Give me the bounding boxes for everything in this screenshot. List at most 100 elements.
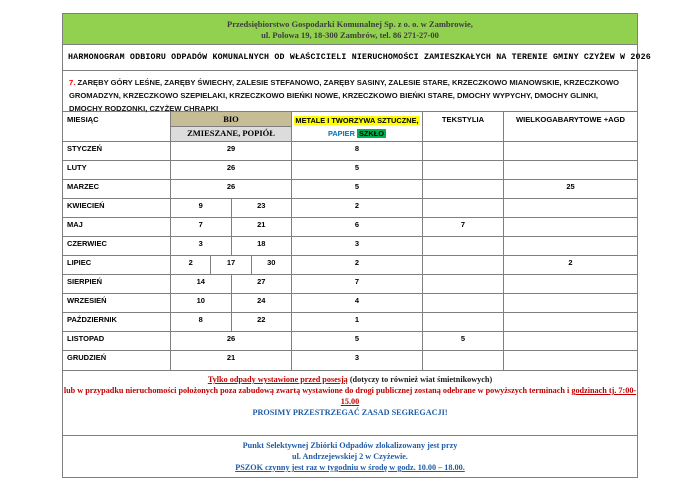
wielkogabarytowe-date-cell — [504, 332, 637, 350]
wielkogabarytowe-date-cell — [504, 237, 637, 255]
bio-date: 30 — [267, 258, 276, 267]
bio-date: 8 — [171, 313, 232, 331]
table-row: PAŹDZIERNIK 8 22 1 — [63, 313, 637, 332]
bio-dates-cell: 7 21 — [171, 218, 292, 236]
notes-line-3: 15.00 — [340, 397, 360, 406]
month-cell: MARZEC — [63, 180, 171, 198]
wielkogabarytowe-date-cell — [504, 218, 637, 236]
metale-date-cell: 3 — [292, 237, 423, 255]
metale-date-cell: 4 — [292, 294, 423, 312]
month-cell: GRUDZIEŃ — [63, 351, 171, 370]
tekstylia-date-cell: 5 — [423, 332, 504, 350]
segregation-reminder: PROSIMY PRZESTRZEGAĆ ZASAD SEGREGACJI! — [252, 408, 448, 417]
tekstylia-date-cell — [423, 313, 504, 331]
table-row: WRZESIEŃ 10 24 4 — [63, 294, 637, 313]
bio-date: 21 — [257, 220, 266, 229]
region-number: 7. — [69, 78, 76, 87]
metale-date-cell: 3 — [292, 351, 423, 370]
company-banner: Przedsiębiorstwo Gospodarki Komunalnej S… — [63, 14, 637, 45]
metale-date-cell: 7 — [292, 275, 423, 293]
metale-date-cell: 2 — [292, 199, 423, 217]
company-name: Przedsiębiorstwo Gospodarki Komunalnej S… — [227, 19, 473, 29]
tekstylia-date-cell — [423, 180, 504, 198]
tekstylia-date-cell — [423, 256, 504, 274]
wielkogabarytowe-date-cell — [504, 351, 637, 370]
tekstylia-date-cell — [423, 275, 504, 293]
month-cell: SIERPIEŃ — [63, 275, 171, 293]
notes-line-1: Tylko odpady wystawione przed posesją (d… — [63, 374, 637, 385]
header-szklo: SZKŁO — [356, 129, 387, 138]
bio-dates-cell: 2 17 30 — [171, 256, 292, 274]
metale-date-cell: 1 — [292, 313, 423, 331]
month-cell: STYCZEŃ — [63, 142, 171, 160]
month-cell: PAŹDZIERNIK — [63, 313, 171, 331]
wielkogabarytowe-date-cell — [504, 313, 637, 331]
header-papier: PAPIER — [327, 129, 355, 138]
wielkogabarytowe-date-cell — [504, 142, 637, 160]
schedule-document: Przedsiębiorstwo Gospodarki Komunalnej S… — [62, 13, 651, 478]
header-month: MIESIĄC — [63, 112, 171, 141]
bio-dates-cell: 26 — [171, 332, 292, 350]
bio-date: 14 — [171, 275, 232, 293]
bio-date: 27 — [257, 277, 266, 286]
region-localities: ZARĘBY GÓRY LEŚNE, ZARĘBY ŚWIECHY, ZALES… — [69, 78, 620, 113]
table-row: CZERWIEC 3 18 3 — [63, 237, 637, 256]
bio-dates-cell: 29 — [171, 142, 292, 160]
month-cell: CZERWIEC — [63, 237, 171, 255]
notes: Tylko odpady wystawione przed posesją (d… — [63, 371, 637, 436]
table-row: LIPIEC 2 17 30 2 2 — [63, 256, 637, 275]
pszok-line-1: Punkt Selektywnej Zbiórki Odpadów zlokal… — [242, 441, 458, 450]
bio-date: 3 — [171, 237, 232, 255]
tekstylia-date-cell — [423, 237, 504, 255]
metale-date-cell: 5 — [292, 180, 423, 198]
notes-line-2: lub w przypadku nieruchomości położonych… — [63, 385, 637, 396]
wielkogabarytowe-date-cell: 2 — [568, 258, 573, 267]
table-row: SIERPIEŃ 14 27 7 — [63, 275, 637, 294]
bio-date: 26 — [226, 182, 236, 191]
header-bio-group: BIO ZMIESZANE, POPIÓŁ — [171, 112, 292, 141]
tekstylia-date-cell — [423, 161, 504, 179]
bio-dates-cell: 21 — [171, 351, 292, 370]
metale-date-cell: 6 — [292, 218, 423, 236]
bio-date: 24 — [257, 296, 266, 305]
tekstylia-date-cell — [423, 294, 504, 312]
bio-date: 26 — [226, 334, 236, 343]
wielkogabarytowe-date-cell — [504, 275, 637, 293]
bio-dates-cell: 8 22 — [171, 313, 292, 331]
bio-date: 7 — [171, 218, 232, 236]
table-row: LISTOPAD 26 5 5 — [63, 332, 637, 351]
metale-date-cell: 5 — [292, 161, 423, 179]
month-cell: LIPIEC — [63, 256, 171, 274]
notes-line-2-plain: lub w przypadku nieruchomości położonych… — [63, 386, 572, 395]
bio-dates-cell: 3 18 — [171, 237, 292, 255]
pszok-info: Punkt Selektywnej Zbiórki Odpadów zlokal… — [63, 436, 637, 477]
bio-date: 21 — [226, 353, 236, 362]
table-body: STYCZEŃ 29 8 LUTY 26 5 MARZEC 26 5 25 KWIECIEŃ 9 23 2… — [63, 142, 637, 371]
document-title: HARMONOGRAM ODBIORU ODPADÓW KOMUNALNYCH … — [63, 45, 651, 71]
bio-dates-cell: 14 27 — [171, 275, 292, 293]
notes-line-1-plain: (dotyczy to również wiat śmietnikowych) — [347, 375, 493, 384]
table-row: LUTY 26 5 — [63, 161, 637, 180]
header-tekstylia: TEKSTYLIA — [423, 112, 504, 141]
bio-date: 2 — [171, 256, 212, 274]
month-cell: LUTY — [63, 161, 171, 179]
bio-dates-cell: 9 23 — [171, 199, 292, 217]
bio-date: 10 — [171, 294, 232, 312]
tekstylia-date-cell — [423, 199, 504, 217]
tekstylia-date-cell — [423, 351, 504, 370]
tekstylia-date-cell: 7 — [423, 218, 504, 236]
bio-date: 9 — [171, 199, 232, 217]
wielkogabarytowe-date-cell: 25 — [566, 182, 575, 191]
table-row: STYCZEŃ 29 8 — [63, 142, 637, 161]
bio-dates-cell: 26 — [171, 161, 292, 179]
header-metale: METALE I TWORZYWA SZTUCZNE, — [294, 116, 420, 125]
company-address: ul. Polowa 19, 18-300 Zambrów, tel. 86 2… — [261, 30, 439, 40]
table-row: MARZEC 26 5 25 — [63, 180, 637, 199]
pszok-line-2: ul. Andrzejewskiej 2 w Czyżewie. — [292, 452, 408, 461]
metale-date-cell: 8 — [292, 142, 423, 160]
bio-dates-cell: 10 24 — [171, 294, 292, 312]
bio-date: 29 — [226, 144, 236, 153]
table-row: GRUDZIEŃ 21 3 — [63, 351, 637, 370]
wielkogabarytowe-date-cell — [504, 294, 637, 312]
